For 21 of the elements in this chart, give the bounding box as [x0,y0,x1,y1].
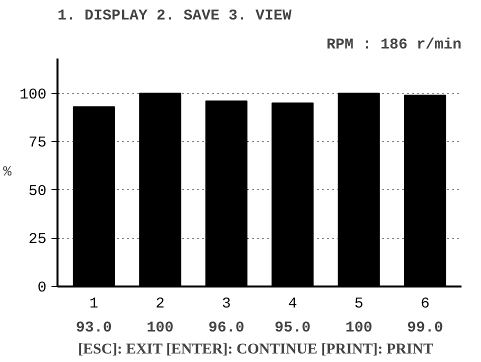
data-label: 99.0 [407,320,444,336]
data-label: 100 [345,320,372,336]
y-tick-label: 25 [28,231,47,248]
data-label: 95.0 [274,320,311,336]
chart-title: RPM : 186 r/min [326,36,462,54]
data-label: 96.0 [208,320,244,336]
y-tick-label: 50 [28,182,47,200]
x-tick-label: 1 [89,296,98,312]
y-tick-label: 75 [28,134,47,152]
data-label: 100 [146,320,174,336]
y-tick-label: 0 [38,280,47,296]
x-tick-label: 5 [354,296,364,312]
text: 1. DISPLAY 2. SAVE 3. VIEW [58,8,292,24]
data-label: 93.0 [76,320,112,336]
y-axis-title: % [3,164,12,180]
x-tick-label: 4 [288,296,298,312]
x-tick-label: 3 [222,296,231,312]
x-tick-label: 6 [420,296,430,312]
text: [ESC]: EXIT [ENTER]: CONTINUE [PRINT]: PRINT [78,342,434,358]
y-tick-label: 100 [19,86,47,104]
x-tick-label: 2 [156,296,165,312]
